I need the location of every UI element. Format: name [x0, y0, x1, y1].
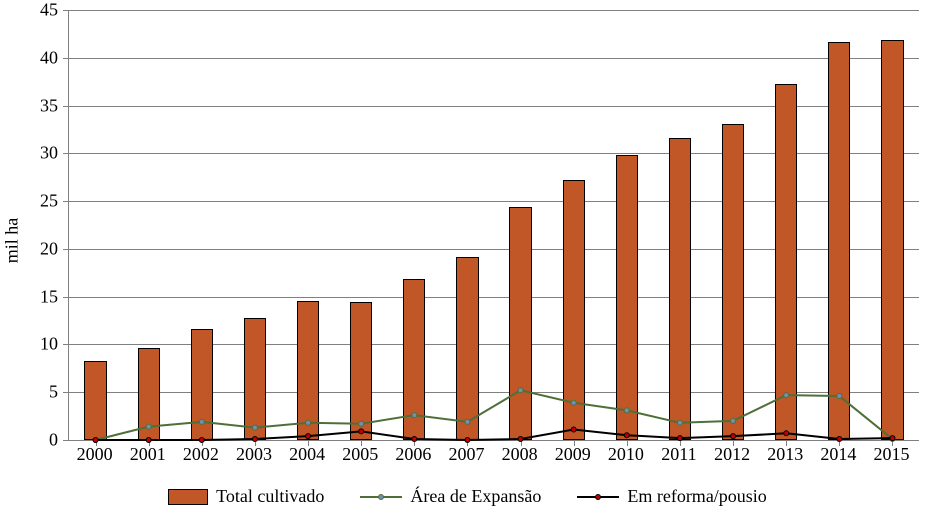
bar	[297, 301, 319, 441]
x-tick-label: 2004	[289, 444, 325, 465]
legend-swatch-bar	[168, 489, 208, 505]
x-tick-label: 2008	[502, 444, 538, 465]
bar	[616, 155, 638, 440]
bar	[191, 329, 213, 440]
x-tick-label: 2012	[714, 444, 750, 465]
line-series	[96, 390, 893, 440]
bar	[775, 84, 797, 440]
x-tick-label: 2009	[555, 444, 591, 465]
legend-label: Área de Expansão	[410, 486, 541, 507]
bar	[350, 302, 372, 440]
legend-item-reforma: Em reforma/pousio	[577, 486, 766, 507]
y-tick-label: 35	[40, 95, 58, 116]
y-tick-label: 15	[40, 286, 58, 307]
legend-label: Em reforma/pousio	[627, 486, 766, 507]
x-tick-label: 2007	[448, 444, 484, 465]
bar	[563, 180, 585, 440]
legend-label: Total cultivado	[216, 486, 324, 507]
line-series	[96, 429, 893, 440]
y-tick-label: 10	[40, 334, 58, 355]
bar	[84, 361, 106, 440]
y-tick-label: 20	[40, 238, 58, 259]
bar	[828, 42, 850, 440]
x-tick-label: 2013	[767, 444, 803, 465]
y-tick-label: 45	[40, 0, 58, 21]
plot-area	[68, 10, 919, 441]
bar	[669, 138, 691, 440]
bar	[881, 40, 903, 440]
y-tick-label: 0	[49, 430, 58, 451]
x-tick-label: 2003	[236, 444, 272, 465]
legend-item-total: Total cultivado	[168, 486, 324, 507]
x-tick-label: 2001	[130, 444, 166, 465]
x-tick-label: 2014	[820, 444, 856, 465]
y-tick-label: 5	[49, 382, 58, 403]
x-tick-label: 2000	[77, 444, 113, 465]
bar	[456, 257, 478, 440]
y-tick-label: 30	[40, 143, 58, 164]
y-axis-label: mil ha	[2, 218, 23, 264]
combo-chart: mil ha 0 5 10 15 20 25 30 35 40 45 2000 2001 2002 20…	[0, 0, 935, 513]
x-tick-label: 2005	[342, 444, 378, 465]
legend-swatch-line-reforma	[577, 490, 619, 504]
legend: Total cultivado Área de Expansão Em refo…	[0, 486, 935, 507]
x-tick-label: 2011	[661, 444, 696, 465]
x-tick-label: 2002	[183, 444, 219, 465]
x-tick-label: 2010	[608, 444, 644, 465]
x-tick-label: 2006	[395, 444, 431, 465]
legend-swatch-line-expansao	[360, 490, 402, 504]
bar	[138, 348, 160, 440]
x-tick-label: 2015	[873, 444, 909, 465]
y-tick-label: 40	[40, 47, 58, 68]
bar	[244, 318, 266, 440]
bar	[722, 124, 744, 440]
y-tick-label: 25	[40, 191, 58, 212]
bar	[509, 207, 531, 440]
bar	[403, 279, 425, 440]
legend-item-expansao: Área de Expansão	[360, 486, 541, 507]
